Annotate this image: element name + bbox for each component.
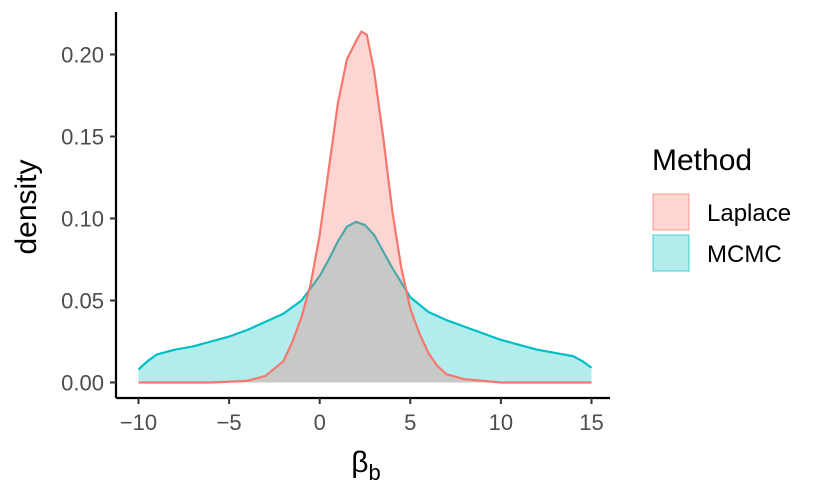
legend-swatch-mcmc [652, 234, 690, 272]
x-tick-label: 10 [489, 410, 513, 435]
y-tick-label: 0.15 [61, 125, 104, 150]
x-tick-label: 5 [404, 410, 416, 435]
legend-swatch-laplace [652, 193, 690, 231]
legend-title: Method [652, 144, 752, 177]
density-area-laplace [138, 31, 592, 383]
y-tick-label: 0.10 [61, 207, 104, 232]
plot-area [137, 30, 593, 384]
x-axis-title-subscript: b [369, 460, 381, 485]
y-tick-label: 0.05 [61, 289, 104, 314]
legend-label-mcmc: MCMC [707, 241, 782, 268]
x-tick-label: −10 [120, 410, 157, 435]
legend-label-laplace: Laplace [707, 200, 791, 227]
y-tick-label: 0.20 [61, 43, 104, 68]
x-axis: −10 −5 0 5 10 15 [116, 396, 610, 435]
density-line-mcmc [137, 220, 593, 371]
x-axis-title: βb [351, 446, 381, 485]
density-line-laplace [138, 30, 592, 384]
x-axis-title-base: β [351, 446, 368, 479]
legend: Method Laplace MCMC [652, 144, 791, 272]
y-axis: 0.00 0.05 0.10 0.15 0.20 [61, 12, 118, 398]
y-tick-label: 0.00 [61, 371, 104, 396]
x-tick-label: 15 [579, 410, 603, 435]
density-area-mcmc [138, 221, 592, 383]
x-tick-label: 0 [314, 410, 326, 435]
x-tick-label: −5 [217, 410, 242, 435]
y-axis-title: density [10, 159, 43, 254]
